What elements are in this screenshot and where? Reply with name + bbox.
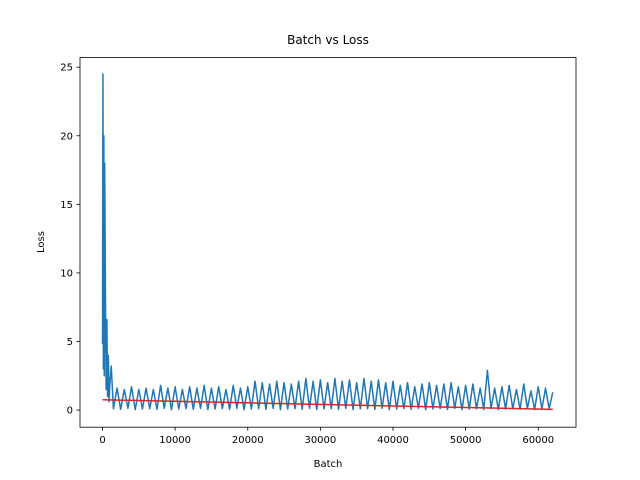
y-tick-label: 25 (60, 63, 73, 74)
chart-title: Batch vs Loss (287, 33, 369, 47)
x-tick-label: 20000 (232, 435, 264, 446)
y-tick-label: 15 (60, 200, 73, 211)
x-tick-label: 40000 (377, 435, 409, 446)
loss-line (102, 399, 553, 411)
x-tick-label: 30000 (304, 435, 336, 446)
x-axis-label: Batch (314, 459, 343, 470)
x-tick-label: 60000 (522, 435, 554, 446)
y-tick-label: 20 (60, 131, 73, 142)
axes-frame (79, 57, 577, 428)
y-tick-label: 5 (67, 337, 73, 348)
x-tick-label: 0 (99, 435, 105, 446)
plot-area (101, 73, 554, 411)
y-tick-label: 0 (67, 406, 73, 417)
x-tick-label: 50000 (450, 435, 482, 446)
x-tick-label: 10000 (159, 435, 191, 446)
y-tick-label: 10 (60, 268, 73, 279)
loss-line (101, 73, 554, 411)
y-axis-label: Loss (36, 231, 47, 253)
